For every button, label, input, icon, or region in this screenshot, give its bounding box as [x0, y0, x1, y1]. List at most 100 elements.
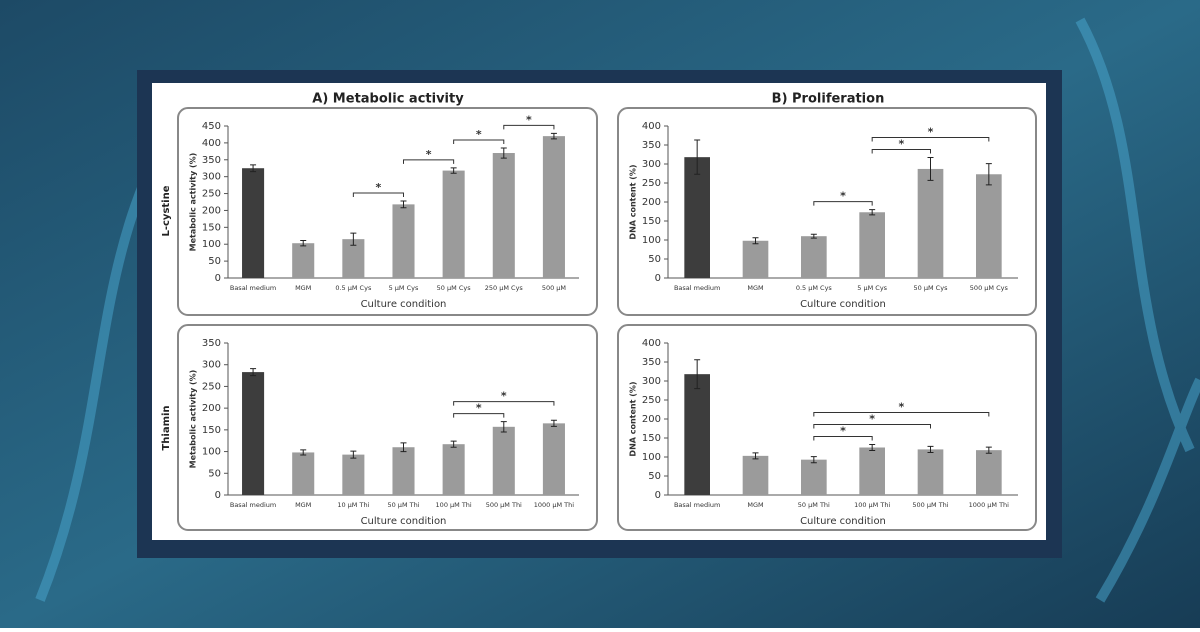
bar: [742, 455, 769, 495]
x-tick-label: 100 μM Thi: [436, 501, 472, 509]
x-tick-label: 1000 μM Thi: [969, 501, 1010, 509]
bar: [292, 243, 315, 278]
x-tick-label: MGM: [747, 501, 763, 509]
row-label: Thiamin: [161, 405, 172, 450]
error-bar: [400, 200, 407, 209]
y-axis-label: Metabolic activity (%): [189, 370, 198, 469]
significance-bracket: [352, 192, 404, 197]
bar: [742, 240, 769, 278]
y-tick-label: 350: [642, 357, 661, 368]
y-tick-label: 300: [642, 376, 661, 387]
column-title: B) Proliferation: [772, 92, 885, 107]
bar: [542, 136, 565, 278]
bar: [442, 170, 465, 278]
x-tick-label: MGM: [295, 284, 311, 292]
x-tick-label: 100 μM Thi: [854, 501, 890, 509]
significance-label: *: [869, 412, 875, 425]
y-tick-label: 50: [648, 254, 661, 265]
x-tick-label: 500 μM: [542, 284, 566, 292]
y-tick-label: 150: [202, 425, 221, 436]
bar: [342, 454, 365, 495]
y-tick-label: 0: [655, 490, 661, 501]
bar: [442, 444, 465, 495]
bar: [859, 447, 885, 495]
y-tick-label: 0: [655, 273, 661, 284]
y-tick-label: 400: [202, 138, 221, 149]
bar: [976, 450, 1002, 495]
x-tick-label: 10 μM Thi: [337, 501, 369, 509]
error-bar: [810, 233, 817, 239]
y-tick-label: 250: [642, 395, 661, 406]
error-bar: [250, 164, 257, 173]
y-tick-label: 200: [202, 205, 221, 216]
error-bar: [810, 456, 817, 464]
y-tick-label: 300: [202, 172, 221, 183]
significance-bracket: [871, 137, 990, 142]
x-tick-label: Basal medium: [674, 501, 720, 509]
error-bar: [300, 240, 307, 247]
bar: [492, 153, 515, 278]
x-tick-label: 50 μM Cys: [437, 284, 472, 292]
error-bar: [500, 147, 507, 159]
y-tick-label: 100: [202, 447, 221, 458]
x-tick-label: 500 μM Thi: [486, 501, 522, 509]
y-tick-label: 300: [202, 360, 221, 371]
error-bar: [300, 449, 307, 456]
significance-label: *: [476, 402, 482, 415]
error-bar: [450, 167, 457, 174]
significance-label: *: [928, 126, 934, 139]
error-bar: [752, 237, 759, 245]
significance-label: *: [526, 113, 532, 126]
y-tick-label: 300: [642, 159, 661, 170]
significance-bracket: [813, 423, 931, 429]
y-tick-label: 50: [208, 256, 221, 267]
error-bar: [927, 445, 934, 453]
y-tick-label: 350: [642, 140, 661, 151]
y-tick-label: 400: [642, 338, 661, 349]
bar: [859, 212, 885, 278]
error-bar: [350, 232, 357, 246]
x-tick-label: MGM: [295, 501, 311, 509]
panel: [617, 324, 1037, 531]
y-tick-label: 200: [642, 197, 661, 208]
error-bar: [350, 450, 357, 459]
error-bar: [752, 452, 759, 460]
y-tick-label: 150: [202, 222, 221, 233]
y-tick-label: 400: [642, 121, 661, 132]
x-tick-label: 250 μM Cys: [485, 284, 524, 292]
significance-bracket: [813, 435, 873, 441]
bar: [342, 239, 365, 278]
significance-label: *: [426, 148, 432, 161]
y-tick-label: 150: [642, 216, 661, 227]
x-tick-label: 5 μM Cys: [857, 284, 887, 292]
y-tick-label: 100: [642, 452, 661, 463]
y-tick-label: 450: [202, 121, 221, 132]
significance-bracket: [813, 201, 873, 206]
bar: [392, 204, 415, 278]
significance-bracket: [453, 401, 555, 406]
column-title: A) Metabolic activity: [312, 92, 464, 107]
bar: [917, 168, 944, 278]
bar: [684, 374, 710, 495]
significance-bracket: [453, 139, 505, 144]
significance-label: *: [840, 190, 846, 203]
significance-label: *: [840, 424, 846, 437]
error-bar: [550, 419, 557, 427]
x-tick-label: 0.5 μM Cys: [335, 284, 372, 292]
y-tick-label: 350: [202, 155, 221, 166]
x-tick-label: 50 μM Cys: [914, 284, 949, 292]
panel: [177, 107, 598, 316]
x-tick-label: 0.5 μM Cys: [796, 284, 833, 292]
y-tick-label: 50: [648, 471, 661, 482]
x-tick-label: MGM: [747, 284, 763, 292]
x-axis-label: Culture condition: [361, 299, 447, 310]
significance-bracket: [403, 159, 455, 164]
error-bar: [927, 157, 934, 181]
x-tick-label: Basal medium: [230, 284, 276, 292]
significance-label: *: [898, 400, 904, 413]
y-tick-label: 250: [642, 178, 661, 189]
bar: [801, 236, 827, 278]
x-axis-label: Culture condition: [361, 516, 447, 527]
y-tick-label: 200: [642, 414, 661, 425]
